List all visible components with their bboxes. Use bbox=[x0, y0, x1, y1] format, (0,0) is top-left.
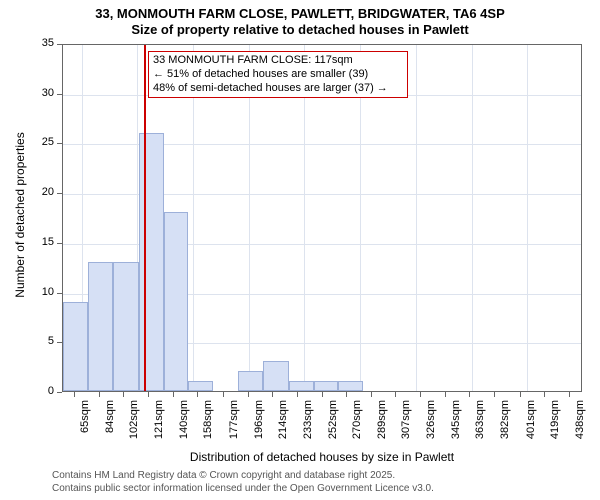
x-tick-mark bbox=[99, 392, 100, 397]
annotation-box: 33 MONMOUTH FARM CLOSE: 117sqm← 51% of d… bbox=[148, 51, 408, 98]
x-tick-mark bbox=[322, 392, 323, 397]
annotation-line: ← 51% of detached houses are smaller (39… bbox=[153, 68, 403, 82]
x-tick-mark bbox=[469, 392, 470, 397]
x-tick-mark bbox=[272, 392, 273, 397]
histogram-bar bbox=[63, 302, 88, 391]
gridline-vertical bbox=[527, 45, 528, 391]
gridline-vertical bbox=[416, 45, 417, 391]
x-tick-label: 233sqm bbox=[302, 400, 314, 500]
annotation-line: 48% of semi-detached houses are larger (… bbox=[153, 82, 403, 96]
x-tick-mark bbox=[569, 392, 570, 397]
x-tick-mark bbox=[494, 392, 495, 397]
x-tick-mark bbox=[223, 392, 224, 397]
x-tick-label: 102sqm bbox=[128, 400, 140, 500]
x-tick-label: 84sqm bbox=[104, 400, 116, 500]
y-tick-label: 0 bbox=[0, 385, 54, 397]
x-tick-label: 438sqm bbox=[574, 400, 586, 500]
x-tick-label: 419sqm bbox=[549, 400, 561, 500]
histogram-bar bbox=[238, 371, 263, 391]
reference-line bbox=[144, 45, 146, 391]
x-tick-label: 345sqm bbox=[450, 400, 462, 500]
chart-title: 33, MONMOUTH FARM CLOSE, PAWLETT, BRIDGW… bbox=[0, 6, 600, 39]
x-tick-label: 270sqm bbox=[351, 400, 363, 500]
x-tick-label: 401sqm bbox=[525, 400, 537, 500]
x-tick-mark bbox=[520, 392, 521, 397]
y-tick-label: 15 bbox=[0, 236, 54, 248]
histogram-bar bbox=[314, 381, 338, 391]
x-tick-label: 289sqm bbox=[376, 400, 388, 500]
y-tick-mark bbox=[57, 243, 62, 244]
y-tick-mark bbox=[57, 44, 62, 45]
y-tick-mark bbox=[57, 94, 62, 95]
histogram-bar bbox=[188, 381, 213, 391]
x-tick-mark bbox=[173, 392, 174, 397]
gridline-vertical bbox=[472, 45, 473, 391]
x-tick-label: 326sqm bbox=[425, 400, 437, 500]
y-tick-mark bbox=[57, 392, 62, 393]
x-tick-label: 214sqm bbox=[277, 400, 289, 500]
y-tick-label: 5 bbox=[0, 335, 54, 347]
histogram-bar bbox=[88, 262, 113, 391]
y-tick-label: 10 bbox=[0, 286, 54, 298]
x-tick-label: 65sqm bbox=[79, 400, 91, 500]
x-tick-mark bbox=[420, 392, 421, 397]
x-tick-mark bbox=[248, 392, 249, 397]
histogram-bar bbox=[164, 212, 188, 391]
x-tick-label: 121sqm bbox=[153, 400, 165, 500]
y-tick-label: 20 bbox=[0, 186, 54, 198]
y-tick-label: 30 bbox=[0, 87, 54, 99]
y-tick-mark bbox=[57, 342, 62, 343]
histogram-bar bbox=[113, 262, 138, 391]
histogram-bar bbox=[338, 381, 363, 391]
x-tick-mark bbox=[297, 392, 298, 397]
x-tick-label: 382sqm bbox=[499, 400, 511, 500]
x-tick-label: 140sqm bbox=[178, 400, 190, 500]
annotation-line: 33 MONMOUTH FARM CLOSE: 117sqm bbox=[153, 54, 403, 68]
x-tick-mark bbox=[197, 392, 198, 397]
histogram-bar bbox=[263, 361, 288, 391]
y-tick-mark bbox=[57, 193, 62, 194]
x-tick-mark bbox=[123, 392, 124, 397]
x-tick-label: 177sqm bbox=[228, 400, 240, 500]
x-tick-label: 158sqm bbox=[202, 400, 214, 500]
x-tick-label: 196sqm bbox=[253, 400, 265, 500]
y-tick-mark bbox=[57, 293, 62, 294]
title-line-2: Size of property relative to detached ho… bbox=[0, 22, 600, 38]
y-tick-mark bbox=[57, 143, 62, 144]
x-tick-label: 307sqm bbox=[400, 400, 412, 500]
x-tick-mark bbox=[74, 392, 75, 397]
x-tick-mark bbox=[544, 392, 545, 397]
y-tick-label: 25 bbox=[0, 136, 54, 148]
chart-container: 33, MONMOUTH FARM CLOSE, PAWLETT, BRIDGW… bbox=[0, 0, 600, 500]
histogram-bar bbox=[139, 133, 164, 392]
y-tick-label: 35 bbox=[0, 37, 54, 49]
plot-area: 33 MONMOUTH FARM CLOSE: 117sqm← 51% of d… bbox=[62, 44, 582, 392]
x-tick-mark bbox=[148, 392, 149, 397]
x-tick-mark bbox=[445, 392, 446, 397]
x-tick-mark bbox=[371, 392, 372, 397]
histogram-bar bbox=[289, 381, 314, 391]
x-tick-mark bbox=[346, 392, 347, 397]
x-tick-mark bbox=[395, 392, 396, 397]
x-tick-label: 252sqm bbox=[327, 400, 339, 500]
x-tick-label: 363sqm bbox=[474, 400, 486, 500]
title-line-1: 33, MONMOUTH FARM CLOSE, PAWLETT, BRIDGW… bbox=[0, 6, 600, 22]
